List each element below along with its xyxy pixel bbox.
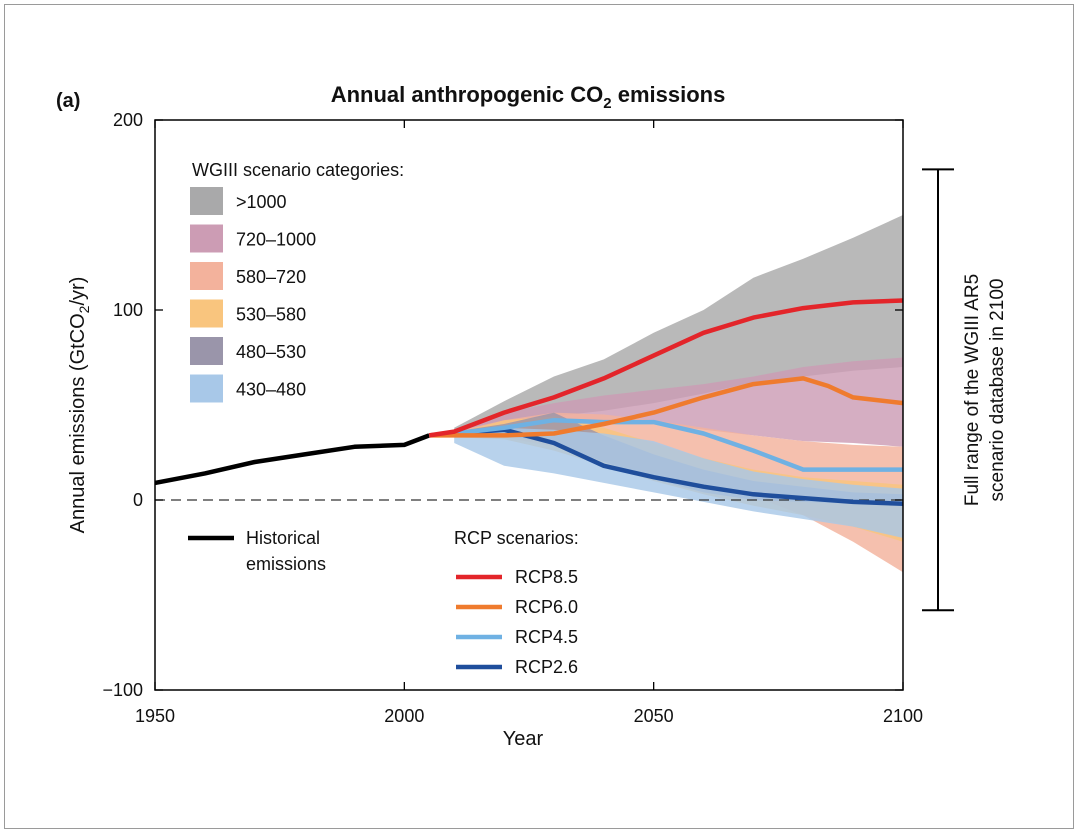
legend-label-rcp8-5: RCP8.5 xyxy=(515,567,578,587)
y-tick-label: 0 xyxy=(133,490,143,510)
x-tick-label: 2000 xyxy=(384,706,424,726)
range-bracket: Full range of the WGIII AR5 scenario dat… xyxy=(922,168,1008,612)
legend-swatch-480-530 xyxy=(190,337,223,365)
legend-label-720-1000: 720–1000 xyxy=(236,230,316,250)
legend-bands-title: WGIII scenario categories: xyxy=(192,160,404,180)
historical-legend: Historical emissions xyxy=(188,528,326,574)
historical-legend-label-2: emissions xyxy=(246,554,326,574)
axis-ticks: 1950 2000 2050 2100 200 100 0 −100 xyxy=(102,110,923,726)
line-historical-emissions xyxy=(154,433,431,486)
historical-legend-label-1: Historical xyxy=(246,528,320,548)
line-rcp6-0 xyxy=(429,376,904,438)
line-rcp4-5 xyxy=(429,417,903,472)
legend-swatch-430-480 xyxy=(190,374,223,403)
panel-label: (a) xyxy=(56,90,80,112)
legend-label-580-720: 580–720 xyxy=(236,267,306,287)
figure-frame xyxy=(4,4,1074,829)
x-axis-label: Year xyxy=(503,728,544,750)
legend-label-480-530: 480–530 xyxy=(236,342,306,362)
y-tick-label: −100 xyxy=(102,680,143,700)
x-tick-label: 2050 xyxy=(634,706,674,726)
x-tick-label: 2100 xyxy=(883,706,923,726)
legend-label-rcp4-5: RCP4.5 xyxy=(515,627,578,647)
scenario-bands xyxy=(454,215,903,573)
legend-label-430-480: 430–480 xyxy=(236,380,306,400)
band-legend: >1000 720–1000 580–720 530–580 480–530 430–48… xyxy=(190,187,316,403)
legend-swatch-530-580 xyxy=(190,299,223,328)
y-tick-label: 200 xyxy=(113,110,143,130)
range-bracket-label-1: Full range of the WGIII AR5 xyxy=(962,274,983,506)
chart-title: Annual anthropogenic CO2 emissions xyxy=(331,82,726,112)
line-rcp8-5 xyxy=(428,298,904,438)
range-bracket-label-2: scenario database in 2100 xyxy=(987,279,1008,502)
legend-label-1000: >1000 xyxy=(236,192,287,212)
legend-label-rcp2-6: RCP2.6 xyxy=(515,657,578,677)
legend-label-530-580: 530–580 xyxy=(236,305,306,325)
legend-swatch-720-1000 xyxy=(190,224,223,253)
x-tick-label: 1950 xyxy=(135,706,175,726)
y-tick-label: 100 xyxy=(113,300,143,320)
legend-label-rcp6-0: RCP6.0 xyxy=(515,597,578,617)
series-lines xyxy=(154,298,904,507)
band-580-720 xyxy=(454,412,903,573)
y-axis-label: Annual emissions (GtCO2/yr) xyxy=(67,277,92,534)
legend-rcp-title: RCP scenarios: xyxy=(454,528,579,548)
legend-swatch-580-720 xyxy=(190,262,223,290)
band-1000 xyxy=(454,215,903,434)
rcp-legend: RCP8.5 RCP6.0 RCP4.5 RCP2.6 xyxy=(456,567,578,677)
plot-frame xyxy=(154,119,904,691)
legend-swatch-1000 xyxy=(190,187,223,215)
